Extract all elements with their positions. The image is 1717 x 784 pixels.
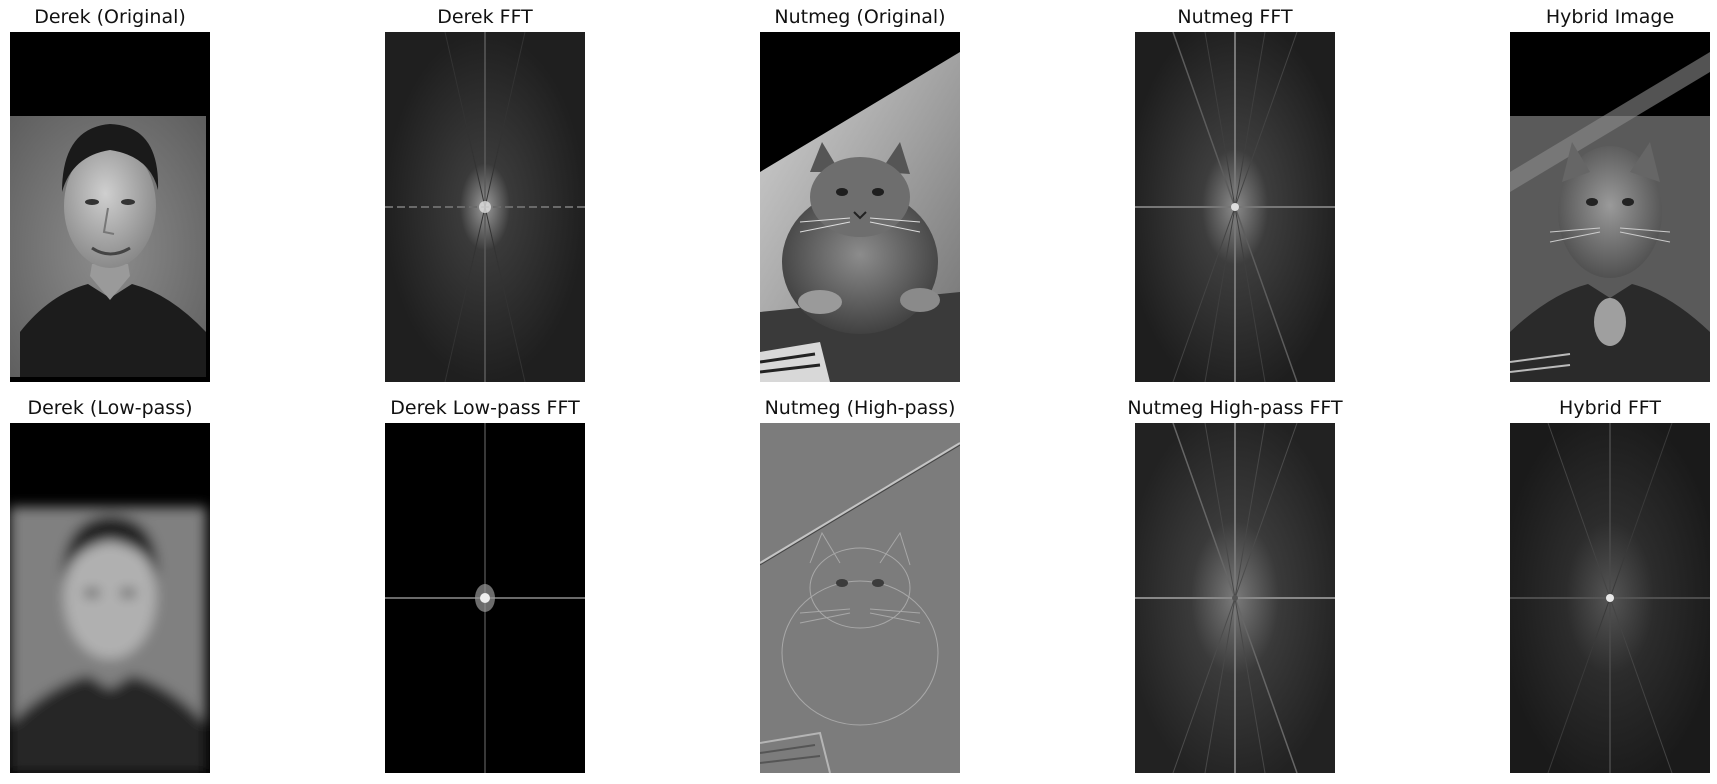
panel-title: Derek (Low-pass) xyxy=(27,397,193,419)
derek-original-image xyxy=(10,32,210,382)
panel-title: Nutmeg (High-pass) xyxy=(764,397,956,419)
derek-lowpass-image xyxy=(10,423,210,773)
panel-title: Hybrid FFT xyxy=(1559,397,1661,419)
nutmeg-original-image xyxy=(760,32,960,382)
derek-lowpass-fft-image xyxy=(385,423,585,773)
nutmeg-highpass-fft-image xyxy=(1135,423,1335,773)
panel-title: Derek Low-pass FFT xyxy=(390,397,580,419)
panel-title: Derek FFT xyxy=(437,6,533,28)
hybrid-image xyxy=(1510,32,1710,382)
panel-title: Derek (Original) xyxy=(34,6,186,28)
panel-title: Nutmeg High-pass FFT xyxy=(1127,397,1343,419)
hybrid-fft-image xyxy=(1510,423,1710,773)
panel-title: Nutmeg FFT xyxy=(1177,6,1293,28)
nutmeg-fft-image xyxy=(1135,32,1335,382)
derek-fft-image xyxy=(385,32,585,382)
panel-title: Hybrid Image xyxy=(1545,6,1675,28)
panel-title: Nutmeg (Original) xyxy=(774,6,946,28)
nutmeg-highpass-image xyxy=(760,423,960,773)
